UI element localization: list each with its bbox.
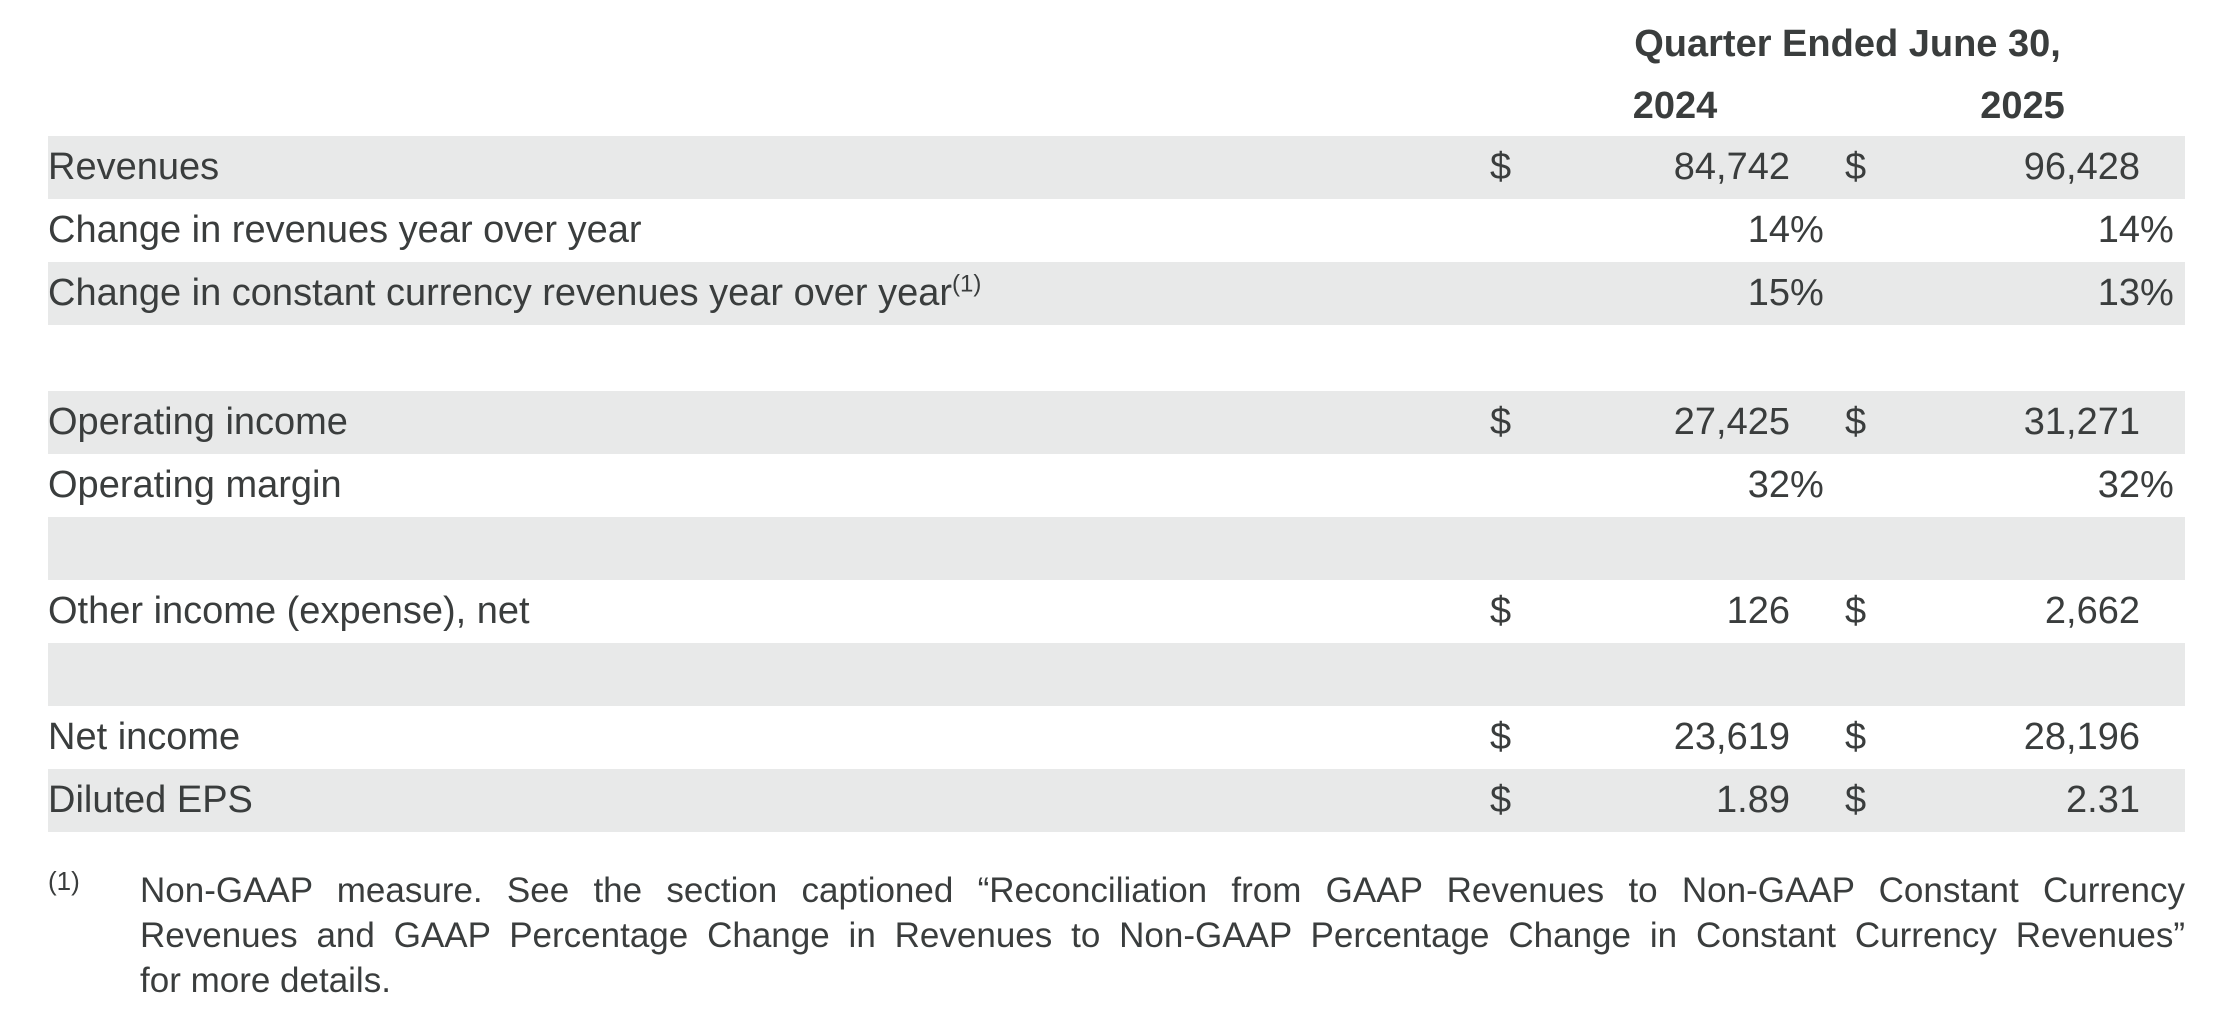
- empty-shaded-row: [48, 643, 2186, 706]
- footnote-line: Non-GAAP measure. See the section captio…: [140, 871, 2185, 910]
- row-label-text: Change in revenues year over year: [48, 209, 642, 251]
- suffix-2025: [2140, 769, 2185, 832]
- footnote-line: Revenues and GAAP Percentage Change in R…: [140, 916, 2185, 955]
- footnote-line: for more details.: [140, 961, 391, 1000]
- dollar-sign-2025: [1845, 454, 1923, 517]
- empty-shaded-row: [48, 517, 2186, 580]
- suffix-2025: %: [2140, 464, 2174, 506]
- dollar-sign-2024: [1490, 262, 1562, 325]
- value-2024: 23,619: [1673, 716, 1790, 758]
- row-label: Operating income: [48, 391, 1490, 454]
- suffix-2024: %: [1790, 464, 1824, 506]
- row-label: Net income: [48, 706, 1490, 769]
- table-header-years-row: 2024 2025: [48, 66, 2185, 136]
- row-label-text: Operating income: [48, 401, 348, 443]
- table-header-period-row: Quarter Ended June 30,: [48, 22, 2185, 66]
- value-2025: 28,196: [2023, 716, 2140, 758]
- period-header: Quarter Ended June 30,: [1634, 22, 2061, 65]
- table-row: Change in constant currency revenues yea…: [48, 262, 2186, 325]
- dollar-sign-2024: $: [1490, 146, 1512, 188]
- value-2025: 2,662: [2044, 590, 2140, 632]
- dollar-sign-2024: $: [1490, 590, 1512, 632]
- row-label: Change in revenues year over year: [48, 199, 1490, 262]
- suffix-2025: [2140, 391, 2185, 454]
- suffix-2025: %: [2140, 209, 2174, 251]
- value-2025: 96,428: [2023, 146, 2140, 188]
- row-label: Revenues: [48, 136, 1490, 199]
- dollar-sign-2025: $: [1845, 716, 1867, 758]
- row-label-text: Change in constant currency revenues yea…: [48, 272, 953, 314]
- year-header-2025: 2025: [1980, 85, 2065, 127]
- year-header-2024: 2024: [1632, 85, 1718, 127]
- dollar-sign-2024: $: [1490, 401, 1512, 443]
- empty-cell: [48, 517, 2185, 580]
- row-label: Diluted EPS: [48, 769, 1490, 832]
- dollar-sign-2025: $: [1845, 146, 1867, 188]
- suffix-2025: [2140, 136, 2185, 199]
- suffix-2024: [1790, 136, 1845, 199]
- footnote-reference: (1): [952, 270, 982, 298]
- suffix-2024: %: [1790, 272, 1824, 314]
- suffix-2025: %: [2140, 272, 2174, 314]
- table-row: Operating margin 32 % 32 %: [48, 454, 2185, 517]
- row-label: Change in constant currency revenues yea…: [48, 262, 1490, 325]
- table-row: Diluted EPS $ 1.89 $ 2.31: [48, 769, 2186, 832]
- row-label-text: Net income: [48, 716, 241, 758]
- dollar-sign-2025: [1845, 262, 1923, 325]
- dollar-sign-2024: $: [1490, 779, 1512, 821]
- dollar-sign-2025: $: [1845, 779, 1867, 821]
- value-2024: 27,425: [1673, 401, 1790, 443]
- value-2024: 84,742: [1673, 146, 1790, 188]
- suffix-2024: %: [1790, 209, 1824, 251]
- suffix-2025: [2140, 706, 2185, 769]
- dollar-sign-2024: $: [1490, 716, 1512, 758]
- empty-cell: [48, 643, 2185, 706]
- value-2024: 14: [1747, 209, 1790, 251]
- spacer-cell: [48, 325, 2185, 391]
- value-2024: 126: [1726, 590, 1790, 632]
- value-2024: 1.89: [1716, 779, 1790, 821]
- dollar-sign-2025: $: [1845, 401, 1867, 443]
- table-row: Net income $ 23,619 $ 28,196: [48, 706, 2185, 769]
- table-row: Other income (expense), net $ 126 $ 2,66…: [48, 580, 2185, 643]
- dollar-sign-2025: [1845, 199, 1923, 262]
- suffix-2024: [1790, 706, 1845, 769]
- row-label-text: Diluted EPS: [48, 779, 253, 821]
- suffix-2025: [2140, 580, 2185, 643]
- row-label-text: Revenues: [48, 146, 220, 188]
- value-2025: 31,271: [2023, 401, 2140, 443]
- footnote: (1) Non-GAAP measure. See the section ca…: [48, 866, 2185, 1003]
- footnote-text: Non-GAAP measure. See the section captio…: [140, 868, 2185, 1003]
- row-label: Operating margin: [48, 454, 1490, 517]
- row-label: Other income (expense), net: [48, 580, 1490, 643]
- dollar-sign-2024: [1490, 454, 1562, 517]
- value-2025: 2.31: [2066, 779, 2140, 821]
- suffix-2024: [1790, 391, 1845, 454]
- row-label-text: Operating margin: [48, 464, 342, 506]
- spacer-row: [48, 325, 2185, 391]
- suffix-2024: [1790, 769, 1845, 832]
- header-spacer-cell: [48, 22, 1490, 66]
- quarterly-results-table: Quarter Ended June 30, 2024 2025 Revenue…: [48, 22, 2186, 832]
- header-spacer-cell: [48, 66, 1490, 136]
- dollar-sign-2024: [1490, 199, 1562, 262]
- suffix-2024: [1790, 580, 1845, 643]
- dollar-sign-2025: $: [1845, 590, 1867, 632]
- value-2025: 32: [2097, 464, 2140, 506]
- footnote-marker: (1): [48, 866, 80, 896]
- value-2024: 15: [1747, 272, 1790, 314]
- table-row: Operating income $ 27,425 $ 31,271: [48, 391, 2186, 454]
- value-2025: 13: [2097, 272, 2140, 314]
- value-2024: 32: [1747, 464, 1790, 506]
- table-row: Revenues $ 84,742 $ 96,428: [48, 136, 2186, 199]
- value-2025: 14: [2097, 209, 2140, 251]
- financial-summary-page: Quarter Ended June 30, 2024 2025 Revenue…: [0, 22, 2216, 1036]
- row-label-text: Other income (expense), net: [48, 590, 530, 632]
- table-row: Change in revenues year over year 14 % 1…: [48, 199, 2185, 262]
